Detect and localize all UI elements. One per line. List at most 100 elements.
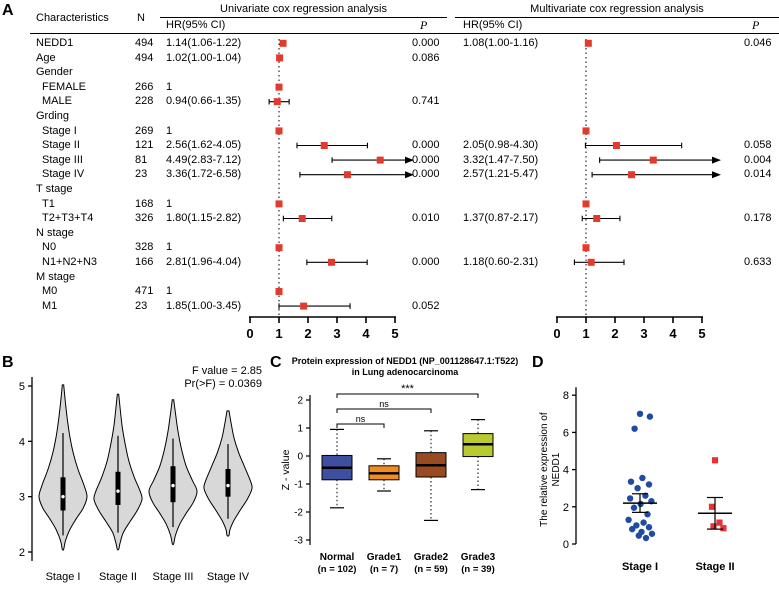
forest-table-row: T2+T3+T4 326 1.80(1.15-2.82) 0.010 1.37(0.87…	[0, 211, 779, 226]
forest-table-row: T stage	[0, 182, 779, 197]
forest-table-row: M1 23 1.85(1.00-3.45) 0.052	[0, 299, 779, 314]
multi-hr-value: 2.57(1.21-5.47)	[463, 168, 539, 181]
data-point	[645, 524, 653, 531]
forest-table-row: Stage I 269 1	[0, 124, 779, 139]
panel-a: A Characteristics N Univariate cox regre…	[0, 2, 779, 341]
row-label: N0	[42, 241, 57, 254]
forest-marker	[584, 39, 592, 47]
forest-marker	[628, 171, 636, 179]
forest-marker	[273, 98, 281, 106]
data-point	[648, 530, 656, 537]
row-label: Stage III	[42, 153, 83, 166]
x-axis-tick-label: 5	[391, 326, 398, 341]
row-label: N stage	[36, 226, 74, 239]
violin-iqr-box	[60, 477, 66, 511]
uni-hr-value: 1	[166, 241, 173, 254]
significance-bracket	[336, 393, 479, 398]
x-axis-tick-label: 4	[669, 326, 677, 341]
y-axis-tick-label: 8	[563, 390, 569, 402]
y-axis-tick-label: 5	[19, 381, 25, 393]
row-label: Age	[36, 51, 56, 64]
forest-table-row: FEMALE 266 1	[0, 80, 779, 95]
uni-p-header: P	[420, 18, 428, 32]
significance-bracket	[336, 408, 432, 413]
header-rule-multi	[455, 17, 779, 18]
uni-hr-value: 1.14(1.06-1.22)	[166, 37, 242, 49]
data-point	[627, 478, 635, 485]
header-rule-full	[30, 33, 779, 34]
uni-hr-value: 1	[166, 80, 173, 93]
uni-p-value: 0.741	[412, 95, 440, 108]
forest-marker	[275, 288, 283, 295]
y-axis-tick-label: 6	[563, 427, 569, 439]
row-n: 494	[135, 37, 154, 49]
data-point	[716, 519, 723, 526]
uni-section-title: Univariate cox regression analysis	[220, 3, 387, 15]
forest-marker	[298, 215, 306, 222]
row-label: T stage	[36, 183, 73, 195]
row-label: T1	[42, 197, 55, 210]
anova-f-value: F value = 2.85	[192, 365, 262, 377]
forest-marker	[275, 127, 283, 135]
boxplot-title-line2: in Lung adenocarcinoma	[351, 367, 459, 377]
data-point	[633, 522, 640, 529]
uni-p-value: 0.000	[412, 139, 440, 152]
violin-median-dot	[116, 489, 120, 493]
forest-marker	[649, 156, 657, 164]
data-point	[625, 516, 632, 524]
uni-p-value: 0.000	[412, 256, 440, 268]
x-category-label: Stage II	[99, 571, 137, 583]
multi-hr-value: 1.08(1.00-1.16)	[463, 37, 539, 49]
data-point	[631, 425, 638, 432]
multi-hr-value: 3.32(1.47-7.50)	[463, 153, 539, 166]
data-point	[629, 525, 636, 533]
uni-hr-value: 1.85(1.00-3.45)	[166, 299, 242, 312]
y-axis-tick-label: 1	[297, 424, 303, 435]
forest-table-row: N stage	[0, 226, 779, 241]
x-axis-tick-label: 3	[640, 326, 647, 341]
forest-table-row: Gender	[0, 65, 779, 80]
row-label: FEMALE	[42, 80, 87, 93]
row-n: 81	[135, 153, 148, 166]
column-header-n: N	[137, 12, 145, 24]
row-label: M0	[42, 285, 58, 298]
data-point	[634, 485, 641, 492]
y-axis-title-line2: NEDD1	[551, 452, 562, 486]
uni-p-value: 0.086	[412, 51, 440, 64]
forest-marker	[582, 127, 590, 135]
data-point	[711, 457, 719, 464]
x-category-label: Stage I	[46, 571, 81, 583]
significance-label: ***	[401, 383, 415, 395]
forest-table-row: Grding	[0, 109, 779, 124]
violin-median-dot	[171, 483, 175, 488]
multi-p-value: 0.178	[744, 212, 772, 225]
data-point	[635, 532, 642, 539]
violin-median-dot	[61, 494, 65, 499]
arrow-head	[405, 156, 414, 164]
row-n: 121	[135, 139, 154, 152]
uni-p-value: 0.052	[412, 299, 440, 312]
x-category-label: Grade1	[367, 552, 402, 563]
x-axis-tick-label: 1	[582, 326, 589, 341]
panel-d-label: D	[532, 354, 544, 371]
x-category-label: Stage III	[153, 571, 194, 583]
row-label: T2+T3+T4	[42, 212, 94, 225]
y-axis-tick-label: 4	[563, 465, 569, 477]
row-label: Stage I	[42, 124, 77, 137]
forest-marker	[593, 215, 601, 222]
row-n: 266	[135, 80, 154, 93]
data-point	[708, 503, 716, 510]
x-category-label: Stage I	[622, 561, 658, 573]
data-point	[626, 495, 634, 502]
x-category-count: (n = 39)	[461, 564, 495, 575]
panel-b-label: B	[2, 354, 14, 371]
row-label: MALE	[42, 95, 72, 108]
y-axis-tick-label: -3	[294, 536, 303, 547]
scatter-plot-svg: 0 2 4 6 8 The relative expression of NEDD1 Stag…	[539, 387, 735, 573]
forest-marker	[320, 142, 328, 149]
panel-a-label: A	[2, 2, 14, 19]
forest-marker	[279, 39, 287, 47]
panel-d: D 0 2 4 6 8 The relative expression of NEDD1 St…	[530, 352, 779, 596]
forest-marker	[275, 83, 283, 91]
